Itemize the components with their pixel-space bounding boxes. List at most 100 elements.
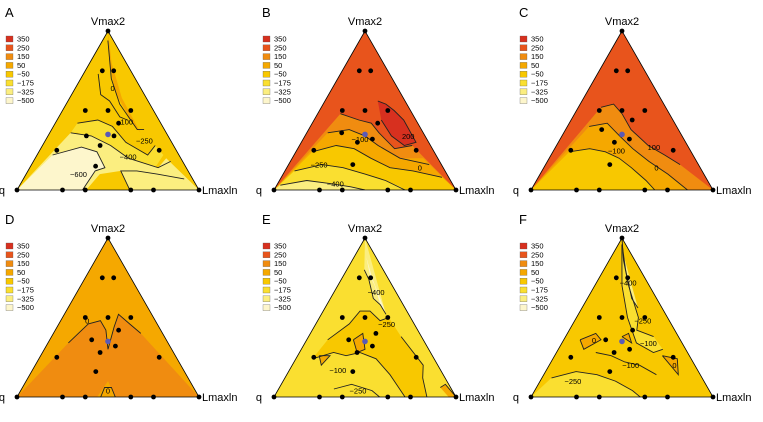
panel-letter: F [519, 212, 527, 227]
legend-swatch [5, 260, 14, 267]
contour-line [621, 244, 639, 309]
design-point [574, 394, 579, 400]
center-point [105, 131, 111, 138]
legend-label: 50 [17, 268, 25, 277]
contour-line [52, 146, 106, 190]
legend-label: −325 [17, 87, 34, 96]
contour-line [600, 103, 681, 165]
design-point [596, 108, 602, 113]
design-point [99, 275, 105, 281]
legend-swatch [262, 71, 271, 78]
design-point [528, 394, 534, 400]
design-point [625, 68, 631, 74]
contour-label: −250 [311, 161, 328, 170]
legend-label: 50 [17, 61, 25, 70]
panel-a: 0 −100 −250 −400 −600 A Vmax2 q Lmaxln 3502501505… [0, 5, 237, 197]
legend-label: −175 [531, 286, 548, 295]
contour-line [318, 355, 332, 367]
legend-swatch [262, 53, 271, 60]
legend-label: 350 [531, 242, 544, 251]
vertex-label-left: q [0, 392, 5, 404]
design-point [82, 315, 88, 320]
design-point [84, 133, 89, 139]
design-point [60, 187, 65, 193]
contour-region [17, 314, 199, 397]
design-point [368, 68, 374, 74]
legend-swatch [5, 286, 14, 294]
legend-swatch [5, 97, 14, 104]
legend-label: −500 [274, 303, 291, 312]
center-point [362, 131, 368, 138]
contour-label: −250 [634, 317, 651, 326]
contour-label: −250 [378, 320, 395, 329]
design-point [97, 350, 103, 355]
legend-label: −175 [274, 79, 291, 88]
vertex-label-right: Lmaxln [716, 392, 751, 404]
design-point [619, 315, 625, 320]
design-point [317, 187, 322, 193]
contour-label: −250 [136, 137, 153, 146]
design-point [362, 315, 368, 320]
panel-letter: B [262, 5, 271, 20]
design-point [612, 139, 617, 145]
legend-label: −500 [274, 96, 291, 105]
design-point [574, 187, 579, 193]
design-point [128, 108, 134, 113]
design-point [151, 394, 156, 400]
legend-label: −50 [531, 70, 544, 79]
design-point [339, 108, 345, 113]
legend-label: 250 [531, 43, 544, 52]
legend-label: −500 [531, 303, 548, 312]
legend-label: 250 [274, 250, 287, 259]
design-point [311, 354, 317, 360]
legend-swatch [262, 260, 271, 267]
legend-swatch [519, 251, 528, 258]
vertex-label-left: q [513, 392, 519, 404]
design-point [317, 394, 322, 400]
design-point [339, 315, 345, 320]
legend-swatch [519, 97, 528, 104]
design-point [370, 343, 375, 349]
design-point [599, 127, 605, 132]
contour-line [340, 113, 413, 150]
contour-label: 0 [654, 164, 658, 173]
legend-swatch [5, 251, 14, 258]
contour-line [68, 313, 142, 350]
legend-swatch [262, 97, 271, 104]
contour-label: −100 [608, 146, 625, 155]
design-point [596, 394, 602, 400]
legend-label: 250 [531, 250, 544, 259]
vertex-label-right: Lmaxln [459, 392, 494, 404]
legend-label: −325 [531, 87, 548, 96]
legend-label: 350 [274, 242, 287, 251]
contour-line [312, 145, 443, 178]
contour-line [107, 40, 145, 131]
design-point [82, 187, 88, 193]
center-point [105, 338, 111, 345]
legend-label: −500 [17, 303, 34, 312]
contour-lines [551, 238, 679, 397]
legend-label: −500 [531, 96, 548, 105]
design-point [453, 394, 459, 400]
design-point [339, 187, 345, 193]
contour-line [97, 73, 128, 121]
panel-f: −400 −250 −100 0 0 −100 −250 F Vmax2 q Lmaxln 35025… [513, 212, 752, 404]
design-point [629, 117, 635, 123]
vertex-label-top: Vmax2 [91, 223, 125, 235]
design-point [373, 331, 379, 336]
legend-swatch [519, 260, 528, 267]
vertex-label-top: Vmax2 [605, 223, 639, 235]
legend-label: −325 [274, 87, 291, 96]
design-point [385, 315, 391, 320]
legend-swatch [5, 278, 14, 285]
legend-label: 350 [17, 35, 30, 44]
legend-swatch [5, 269, 14, 276]
design-point [105, 28, 111, 34]
contour-line [551, 371, 641, 397]
triangle-outline [273, 30, 457, 191]
contour-label: 0 [106, 387, 110, 396]
contour-line [595, 352, 657, 376]
